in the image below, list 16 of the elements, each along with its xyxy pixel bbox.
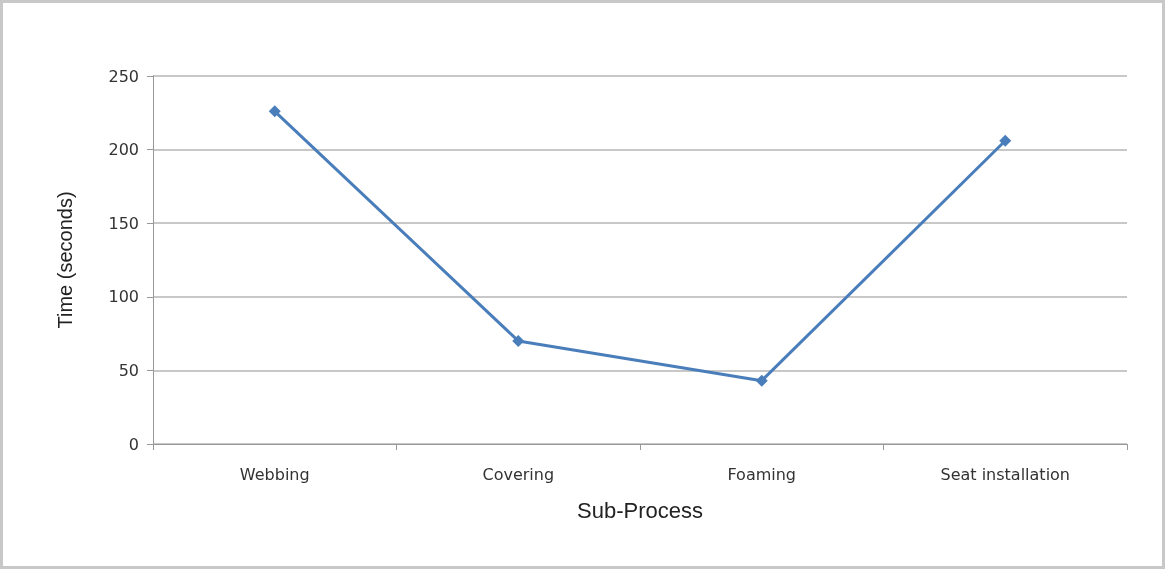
point (999, 134, 1012, 147)
x-tick-label: Covering (482, 464, 555, 484)
y-tick-label: 100 (108, 287, 139, 307)
point (512, 334, 525, 347)
x-tick-label: Foaming (727, 464, 797, 484)
y-tick-label: 150 (108, 213, 139, 233)
y-tick-label: 250 (108, 66, 139, 86)
x-tick-label: Seat installation (940, 464, 1071, 484)
y-tick-label: 200 (108, 140, 139, 160)
y-tick-label: 0 (128, 434, 139, 454)
x-axis-title: Sub-Process (577, 497, 703, 523)
point (268, 105, 281, 118)
y-axis-title: Time (seconds) (54, 191, 76, 329)
x-tick-label: Webbing (239, 464, 310, 484)
point (755, 374, 768, 387)
y-tick-label: 50 (118, 360, 139, 380)
